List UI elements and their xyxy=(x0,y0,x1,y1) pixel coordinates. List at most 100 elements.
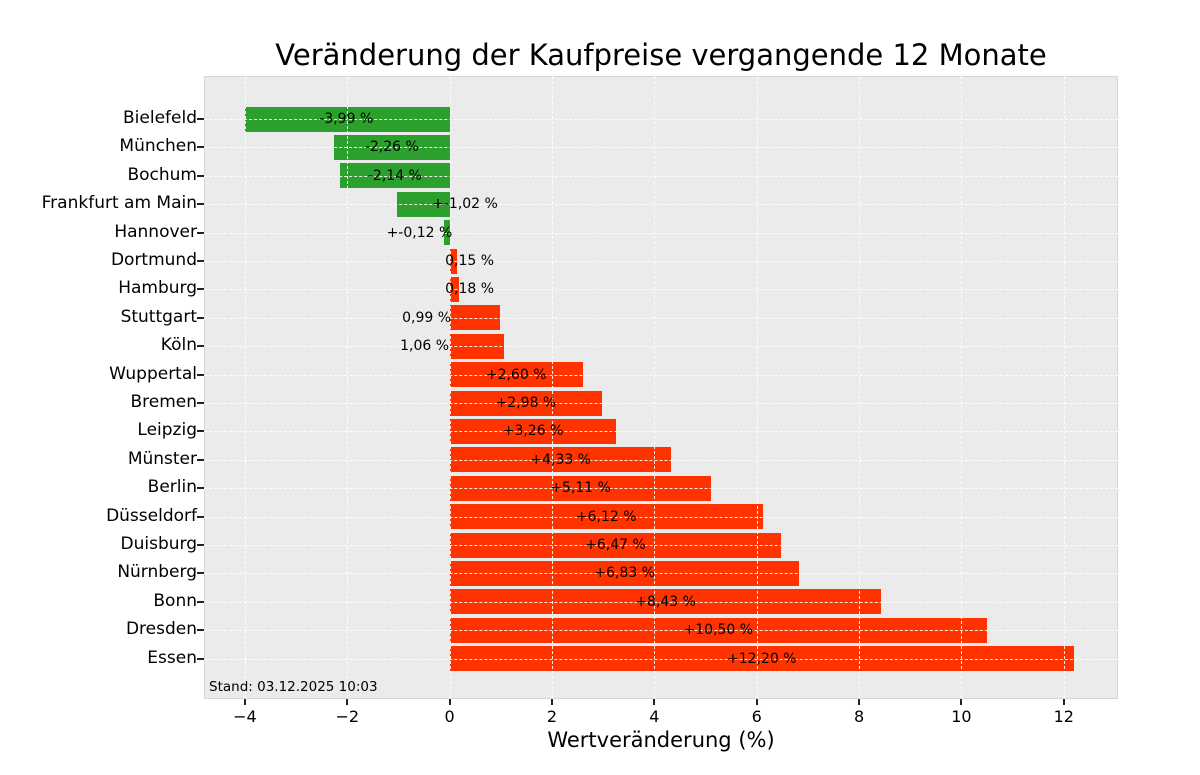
grid-line-horizontal xyxy=(204,459,1118,461)
bar-value-label: 0,18 % xyxy=(445,281,495,298)
grid-line-horizontal xyxy=(204,232,1118,234)
y-tick-mark xyxy=(197,458,204,461)
y-tick-mark xyxy=(197,657,204,660)
y-tick-mark xyxy=(197,231,204,234)
y-tick-label-essen: Essen xyxy=(147,647,197,668)
y-tick-label-münchen: München xyxy=(119,136,197,157)
x-tick-label: 8 xyxy=(853,707,865,726)
status-annotation: Stand: 03.12.2025 10:03 xyxy=(209,679,378,695)
x-tick-label: 2 xyxy=(546,707,558,726)
grid-line-horizontal xyxy=(204,658,1118,660)
x-tick-label: 10 xyxy=(951,707,972,726)
x-tick-label: −2 xyxy=(335,707,360,726)
grid-line-horizontal xyxy=(204,289,1118,291)
grid-line-horizontal xyxy=(204,601,1118,603)
x-axis-label: Wertveränderung (%) xyxy=(547,728,775,752)
y-tick-mark xyxy=(197,600,204,603)
y-tick-mark xyxy=(197,402,204,404)
grid-line-horizontal xyxy=(204,204,1118,206)
grid-line-vertical xyxy=(756,76,758,699)
grid-line-vertical xyxy=(961,76,963,699)
grid-line-vertical xyxy=(244,76,246,699)
grid-line-horizontal xyxy=(204,317,1118,319)
y-tick-mark xyxy=(197,572,204,575)
bar-value-label: +-0,12 % xyxy=(386,224,453,241)
grid-line-vertical xyxy=(859,76,861,699)
chart-title: Veränderung der Kaufpreise vergangende 1… xyxy=(275,38,1047,72)
y-tick-label-berlin: Berlin xyxy=(147,477,197,498)
y-tick-label-duisburg: Duisburg xyxy=(120,534,198,554)
bar-value-label: 0,99 % xyxy=(402,309,452,326)
grid-line-vertical xyxy=(654,76,656,699)
grid-line-horizontal xyxy=(204,630,1118,632)
bar-value-label: +8,43 % xyxy=(635,593,696,610)
y-tick-label-dortmund: Dortmund xyxy=(110,250,197,270)
x-tick-label: 6 xyxy=(751,707,762,726)
y-tick-label-bochum: Bochum xyxy=(127,164,197,185)
x-tick-mark xyxy=(346,699,349,705)
grid-line-horizontal xyxy=(204,516,1118,518)
x-tick-mark xyxy=(653,699,656,705)
x-tick-label: −4 xyxy=(233,707,257,726)
y-tick-mark xyxy=(197,118,204,120)
grid-line-horizontal xyxy=(204,147,1118,149)
x-tick-label: 4 xyxy=(649,707,660,726)
grid-line-horizontal xyxy=(204,261,1118,262)
x-tick-mark xyxy=(550,699,553,705)
bar-value-label: -2,14 % xyxy=(367,167,422,184)
y-tick-label-frankfurt-am-main: Frankfurt am Main xyxy=(41,193,197,214)
y-tick-label-bonn: Bonn xyxy=(153,590,197,611)
bar-value-label: +6,83 % xyxy=(594,565,655,582)
bar-value-label: +12,20 % xyxy=(727,650,797,667)
bar-value-label: +5,11 % xyxy=(550,480,611,497)
grid-line-horizontal xyxy=(204,488,1118,490)
y-tick-mark xyxy=(197,373,204,376)
grid-line-horizontal xyxy=(204,374,1118,376)
grid-line-horizontal xyxy=(204,175,1118,177)
y-tick-label-bielefeld: Bielefeld xyxy=(123,108,197,128)
y-tick-label-stuttgart: Stuttgart xyxy=(120,306,197,327)
grid-line-horizontal xyxy=(204,403,1118,404)
y-tick-mark xyxy=(197,288,204,291)
y-tick-label-dresden: Dresden xyxy=(125,619,197,640)
y-tick-mark xyxy=(197,487,204,490)
y-tick-mark xyxy=(197,260,204,262)
y-tick-label-wuppertal: Wuppertal xyxy=(109,363,197,384)
x-tick-label: 12 xyxy=(1053,707,1074,726)
y-tick-mark xyxy=(197,146,204,149)
y-tick-mark xyxy=(197,629,204,632)
bar-value-label: +3,26 % xyxy=(502,423,564,440)
grid-line-vertical xyxy=(551,76,553,699)
bar-value-label: -2,26 % xyxy=(364,139,419,156)
y-tick-label-hannover: Hannover xyxy=(114,221,197,242)
bar-value-label: +4,33 % xyxy=(530,451,592,468)
grid-line-horizontal xyxy=(204,346,1118,348)
x-tick-mark xyxy=(448,699,451,705)
x-tick-mark xyxy=(243,699,246,705)
grid-line-vertical xyxy=(347,76,349,699)
x-tick-label: 0 xyxy=(444,707,455,726)
bar-value-label: +6,47 % xyxy=(585,537,646,553)
bar-value-label: 0,15 % xyxy=(445,253,495,269)
bar-value-label: +10,50 % xyxy=(683,622,754,639)
bar-value-label: -3,99 % xyxy=(319,111,374,127)
y-tick-mark xyxy=(197,515,204,518)
grid-line-horizontal xyxy=(204,119,1118,120)
bar-value-label: +2,60 % xyxy=(485,366,547,383)
bar-value-label: 1,06 % xyxy=(400,338,450,355)
y-tick-mark xyxy=(197,345,204,348)
grid-line-horizontal xyxy=(204,431,1118,433)
y-tick-mark xyxy=(197,203,204,206)
y-tick-mark xyxy=(197,316,204,319)
bar-value-label: +2,98 % xyxy=(495,395,557,411)
y-tick-label-leipzig: Leipzig xyxy=(137,420,197,441)
grid-line-horizontal xyxy=(204,573,1118,575)
x-tick-mark xyxy=(858,699,861,705)
x-tick-mark xyxy=(960,699,963,705)
y-tick-label-düsseldorf: Düsseldorf xyxy=(106,505,197,526)
y-tick-label-nürnberg: Nürnberg xyxy=(117,562,197,583)
x-tick-mark xyxy=(1062,699,1065,705)
grid-line-vertical xyxy=(449,76,451,699)
y-tick-mark xyxy=(197,430,204,433)
